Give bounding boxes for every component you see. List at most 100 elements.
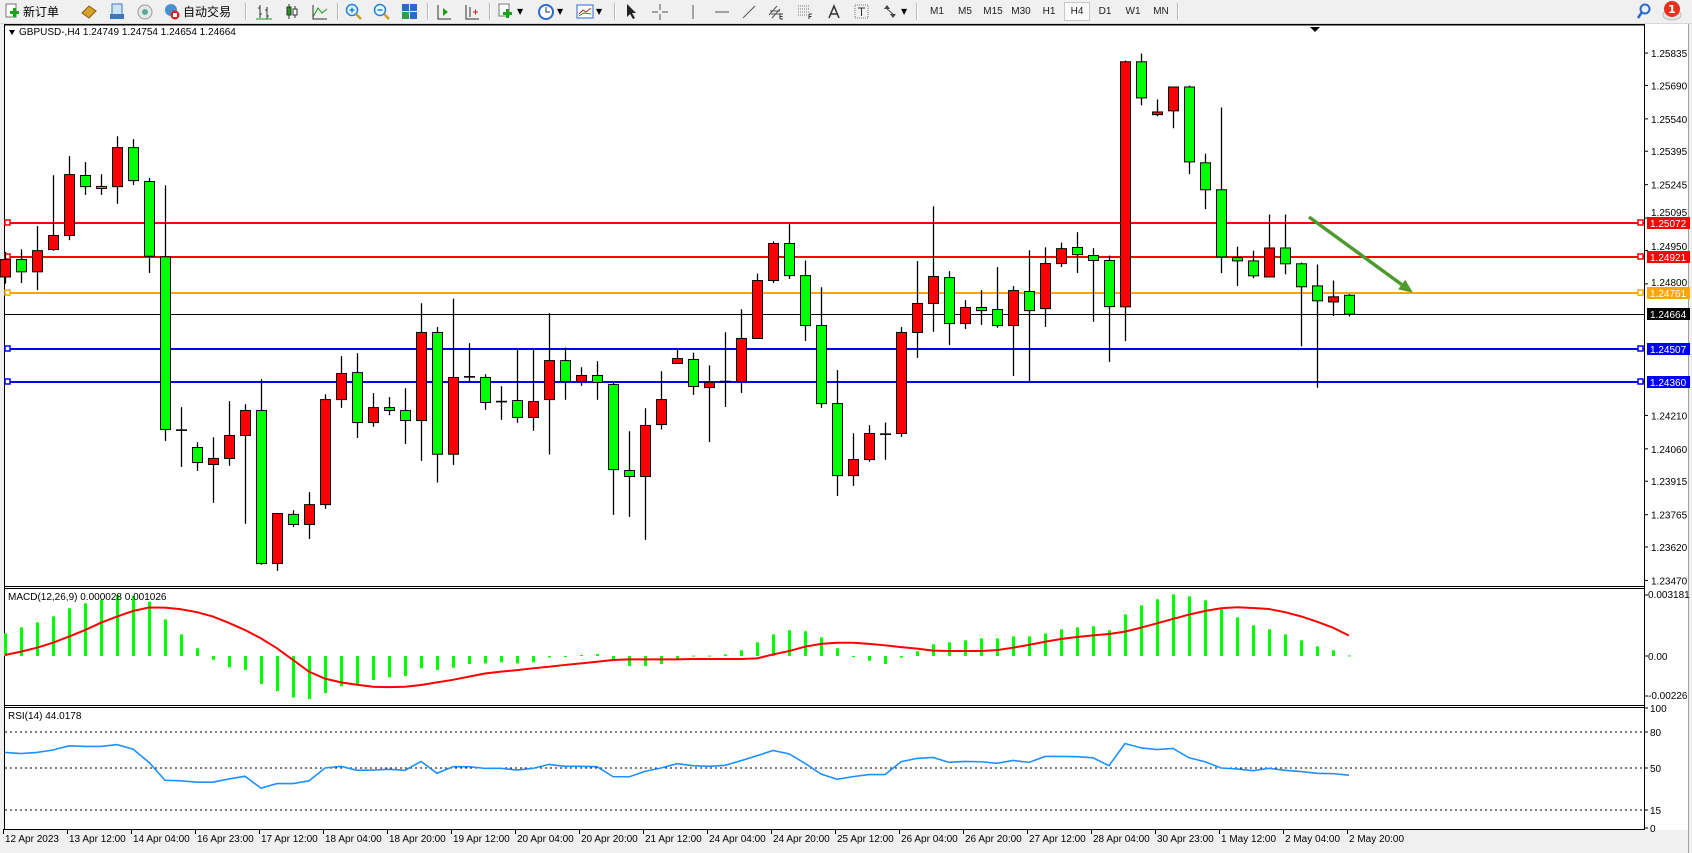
candle-body-bull [768, 243, 779, 282]
candle [80, 162, 91, 195]
signals-button[interactable] [136, 2, 154, 21]
line-chart-button[interactable] [311, 2, 329, 21]
candlestick-button[interactable] [283, 2, 301, 21]
auto-trading-icon [165, 4, 180, 20]
timeframe-w1[interactable]: W1 [1125, 6, 1141, 17]
candle-body-bull [1264, 247, 1275, 278]
candle [992, 267, 1003, 328]
macd-histogram-bar [580, 655, 583, 657]
macd-histogram-bar [548, 656, 551, 658]
candle [928, 206, 939, 332]
time-tick-label: 1 May 12:00 [1221, 834, 1276, 845]
macd-histogram-bar [260, 656, 263, 684]
price-tag [1647, 343, 1690, 355]
candle-body-bear [352, 372, 363, 424]
timeframe-mn[interactable]: MN [1153, 6, 1169, 17]
macd-histogram-bar [52, 616, 55, 657]
equidistant-channel-button[interactable] [767, 2, 785, 21]
zoom-out-button[interactable] [373, 2, 391, 21]
timeframe-d1[interactable]: D1 [1098, 6, 1112, 17]
auto-trading-button[interactable]: 自动交易 [163, 2, 231, 21]
price-tick-label: 1.23765 [1651, 511, 1688, 522]
chart-header: GBPUSD-,H4 1.24749 1.24754 1.24654 1.246… [19, 27, 236, 38]
chart-shift-button[interactable] [435, 2, 453, 21]
candle [896, 327, 907, 437]
trend-arrow-head [1398, 279, 1413, 293]
macd-histogram-bar [900, 656, 903, 658]
crosshair-button[interactable] [651, 2, 669, 21]
trendline-button[interactable] [740, 2, 758, 21]
timeframe-h4[interactable]: H4 [1064, 2, 1090, 21]
candle [1344, 294, 1355, 317]
candle-body-bear [1024, 290, 1035, 312]
auto-scroll-button[interactable] [463, 2, 481, 21]
candle-body-bull [1120, 61, 1131, 308]
candle-body-bull [656, 399, 667, 426]
timeframe-m1[interactable]: M1 [930, 6, 944, 17]
level-anchor-handle [1637, 253, 1644, 260]
new-order-button[interactable]: 新订单 [4, 2, 59, 21]
zoom-in-button[interactable] [345, 2, 363, 21]
horizontal-line-button[interactable] [713, 2, 731, 21]
tile-windows-button[interactable] [401, 2, 419, 21]
chart-canvas [4, 24, 1688, 830]
candle-body-bull [1152, 111, 1163, 116]
arrows-button[interactable]: ▼ [881, 2, 907, 21]
symbol-menu-triangle-icon[interactable] [9, 30, 15, 35]
timeframe-m30[interactable]: M30 [1011, 6, 1031, 17]
candle-body-bull [48, 234, 59, 251]
candle [512, 348, 523, 423]
candle-body-bull [640, 424, 651, 478]
cursor-button[interactable] [622, 2, 640, 21]
macd-histogram-bar [1348, 655, 1351, 657]
macd-histogram-bar [180, 634, 183, 657]
vertical-line-button[interactable] [684, 2, 702, 21]
auto-scroll-icon [465, 5, 479, 20]
fibonacci-button[interactable] [796, 2, 814, 21]
vertical-line-icon [692, 5, 694, 19]
candle [64, 156, 75, 241]
macd-histogram-bar [212, 656, 215, 660]
search-button[interactable] [1636, 2, 1652, 21]
macd-histogram-bar [308, 656, 311, 700]
trendline-icon [742, 5, 756, 19]
indicators-button[interactable]: ▼ [576, 2, 602, 21]
macd-histogram-bar [324, 656, 327, 694]
candle [384, 397, 395, 416]
timeframe-m15[interactable]: M15 [983, 6, 1003, 17]
new-chart-button[interactable]: ▼ [497, 2, 523, 21]
candle [208, 437, 219, 503]
macd-histogram-bar [1252, 625, 1255, 657]
data-window-button[interactable] [108, 2, 126, 21]
text-label-button[interactable] [853, 2, 871, 21]
candle [656, 371, 667, 430]
price-tick-label: 1.25835 [1651, 49, 1688, 60]
macd-histogram-bar [708, 655, 711, 657]
history-center-button[interactable] [80, 2, 98, 21]
text-button[interactable] [826, 2, 842, 21]
candle [640, 408, 651, 540]
price-tick-label: 1.25395 [1651, 147, 1688, 158]
horizontal-line-icon [715, 11, 729, 13]
rsi-tick-label: 100 [1650, 704, 1667, 715]
candle-body-bear [432, 331, 443, 455]
macd-histogram-bar [996, 638, 999, 657]
candle [848, 433, 859, 486]
candle-body-bull [704, 381, 715, 389]
timeframe-h1[interactable]: H1 [1042, 6, 1056, 17]
candle-body-bear [1088, 255, 1099, 261]
timeframe-m5[interactable]: M5 [958, 6, 972, 17]
candle [112, 136, 123, 204]
chart-shift-marker-icon[interactable] [1310, 27, 1320, 32]
candle-body-bear [384, 407, 395, 412]
candle [256, 379, 267, 565]
rsi-line [4, 742, 1350, 790]
candle [736, 309, 747, 393]
candle [1296, 262, 1307, 347]
periods-button[interactable]: ▼ [537, 2, 563, 21]
bar-chart-button[interactable] [255, 2, 273, 21]
trend-arrow[interactable] [1307, 215, 1413, 293]
rsi-axis: 100 80 50 15 0 [1644, 704, 1667, 835]
price-tag [1647, 376, 1690, 388]
